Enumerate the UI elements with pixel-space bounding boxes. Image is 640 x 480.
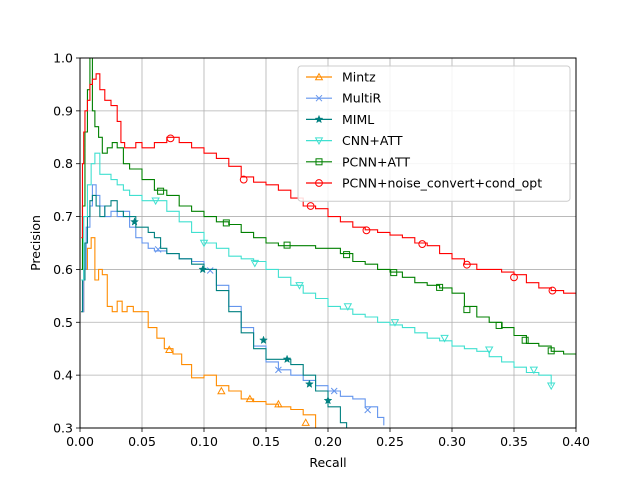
y-tick-label: 0.7: [53, 209, 73, 224]
series-marker: [330, 387, 338, 395]
series-marker: [495, 321, 503, 329]
series-marker: [250, 259, 260, 268]
series-marker: [157, 187, 165, 195]
series-marker: [364, 406, 372, 414]
y-tick-label: 0.8: [53, 156, 73, 171]
series-line: [81, 237, 317, 428]
legend-item: PCNN+ATT: [306, 154, 410, 169]
legend-label: CNN+ATT: [342, 133, 403, 148]
legend-item: PCNN+noise_convert+cond_opt: [306, 176, 542, 191]
series-cnn-att: [81, 152, 556, 391]
series-marker: [362, 226, 371, 235]
series-marker: [199, 239, 209, 248]
legend-marker: [314, 114, 324, 124]
x-tick-label: 0.40: [562, 434, 590, 449]
x-tick-label: 0.15: [252, 434, 280, 449]
plot-series: [81, 58, 576, 428]
series-marker: [130, 217, 140, 226]
x-tick-label: 0.35: [500, 434, 528, 449]
y-tick-label: 0.9: [53, 103, 73, 118]
series-line: [81, 58, 576, 360]
series-marker: [440, 334, 449, 343]
x-axis-label: Recall: [309, 455, 346, 470]
y-axis-label: Precision: [28, 215, 43, 271]
legend-box: [297, 65, 571, 202]
series-marker: [547, 347, 555, 355]
x-tick-label: 0.20: [314, 434, 342, 449]
legend-label: MultiR: [342, 91, 382, 106]
series-line: [81, 73, 576, 296]
legend-item: MIML: [306, 112, 374, 127]
series-marker: [463, 306, 471, 314]
series-mintz: [81, 237, 317, 428]
series-marker: [323, 395, 333, 405]
legend-item: MultiR: [306, 91, 382, 106]
series-pcnn-att: [81, 58, 576, 360]
x-tick-label: 0.00: [66, 434, 94, 449]
series-marker: [484, 346, 494, 355]
series-marker: [239, 175, 248, 184]
series-marker: [283, 241, 291, 249]
legend-marker: [314, 72, 324, 81]
series-marker: [301, 418, 310, 426]
series-marker: [436, 283, 444, 291]
series-marker: [304, 379, 314, 388]
series-marker: [198, 264, 208, 274]
legend-item: Mintz: [306, 70, 376, 85]
legend-label: MIML: [342, 112, 374, 127]
series-marker: [343, 251, 351, 259]
series-marker: [295, 282, 304, 290]
legend-marker: [315, 179, 323, 187]
legend: Mintz MultiR MIML CNN+ATT PCNN+ATT PCNN+noise…: [297, 65, 571, 202]
legend-label: PCNN+ATT: [342, 154, 410, 169]
x-tick-label: 0.30: [438, 434, 466, 449]
series-line: [81, 152, 552, 386]
series-marker: [166, 134, 175, 143]
series-marker: [222, 219, 230, 227]
series-marker: [510, 273, 518, 282]
y-tick-label: 0.6: [53, 262, 73, 277]
series-pcnn-noise-convert-cond-opt: [81, 73, 576, 296]
legend-marker: [315, 94, 323, 102]
axis-ticks: 0.00 0.05 0.10 0.15 0.20 0.25 0.30 0.35 0.40 0.3 0…: [53, 51, 590, 450]
x-tick-label: 0.10: [190, 434, 218, 449]
series-miml: [81, 194, 348, 428]
series-marker: [206, 267, 214, 274]
series-marker: [418, 240, 427, 248]
series-marker: [151, 197, 160, 206]
series-marker: [245, 394, 255, 403]
y-tick-label: 1.0: [53, 51, 73, 66]
series-marker: [390, 319, 400, 327]
x-tick-label: 0.05: [128, 434, 156, 449]
series-marker: [165, 345, 174, 353]
series-marker: [306, 202, 315, 210]
y-tick-label: 0.4: [53, 368, 73, 383]
legend-marker: [314, 137, 324, 146]
series-line: [81, 194, 348, 428]
series-marker: [275, 366, 282, 374]
x-tick-label: 0.25: [376, 434, 404, 449]
y-tick-label: 0.3: [53, 421, 73, 436]
series-marker: [390, 269, 398, 277]
series-marker: [343, 303, 353, 311]
legend-label: Mintz: [342, 70, 376, 85]
series-marker: [546, 382, 556, 391]
series-marker: [521, 336, 529, 344]
series-marker: [217, 386, 226, 395]
legend-label: PCNN+noise_convert+cond_opt: [342, 176, 542, 191]
y-tick-label: 0.5: [53, 315, 73, 330]
series-marker: [462, 260, 471, 269]
legend-marker: [315, 158, 323, 166]
series-marker: [259, 335, 268, 345]
series-marker: [282, 354, 292, 364]
series-marker: [274, 399, 283, 408]
series-marker: [529, 366, 539, 375]
series-marker: [548, 286, 557, 295]
legend-item: CNN+ATT: [306, 133, 403, 148]
